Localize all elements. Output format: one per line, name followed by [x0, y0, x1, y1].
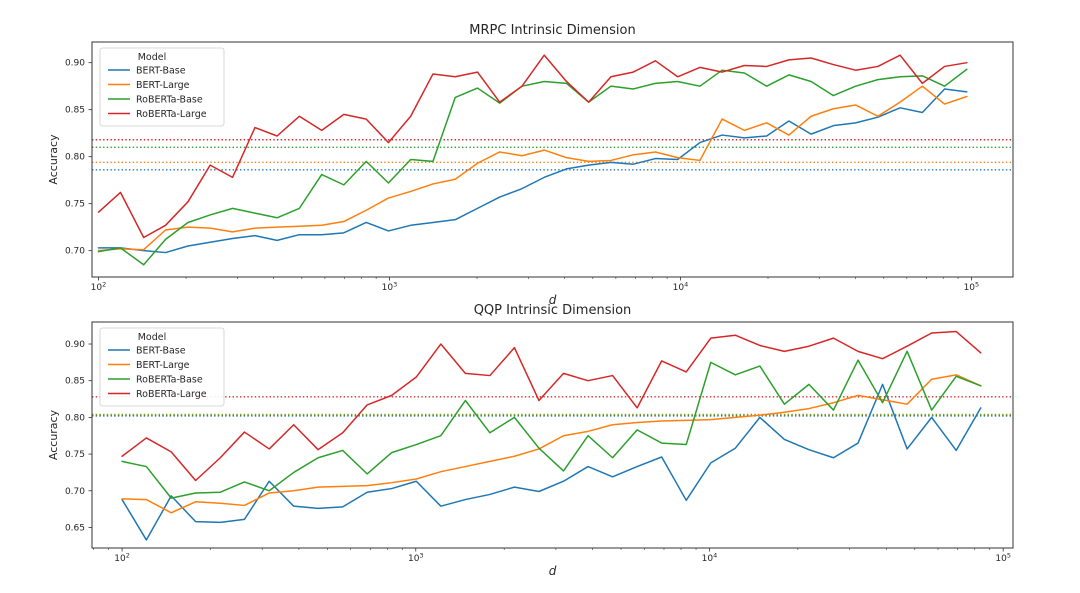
y-tick-label: 0.80	[65, 153, 85, 163]
y-tick-label: 0.70	[65, 487, 85, 497]
y-tick-label: 0.85	[65, 377, 85, 387]
qqp-chart: QQP Intrinsic Dimension Accuracy d 0.65 0.70…	[47, 303, 1014, 578]
x-tick-label: 102	[114, 552, 130, 565]
y-tick-label: 0.65	[65, 523, 85, 533]
x-tick-label: 105	[964, 281, 980, 294]
y-tick-label: 0.80	[65, 413, 85, 423]
qqp-title: QQP Intrinsic Dimension	[474, 303, 632, 318]
mrpc-legend-label-bert-base: BERT-Base	[136, 66, 186, 77]
mrpc-title: MRPC Intrinsic Dimension	[469, 23, 635, 38]
qqp-legend: Model BERT-Base BERT-Large RoBERTa-Base RoBE…	[99, 327, 225, 407]
qqp-x-axis-label: d	[549, 564, 557, 578]
mrpc-series-line-roberta-large	[97, 54, 968, 239]
qqp-legend-title: Model	[138, 332, 167, 343]
qqp-legend-box	[99, 327, 225, 407]
mrpc-legend-label-roberta-large: RoBERTa-Large	[136, 109, 207, 120]
mrpc-legend-label-roberta-base: RoBERTa-Base	[136, 95, 203, 106]
qqp-plot-border	[91, 321, 1014, 549]
mrpc-series-line-bert-large	[97, 85, 968, 252]
x-tick-label: 104	[702, 552, 718, 565]
qqp-legend-label-bert-large: BERT-Large	[136, 360, 190, 371]
x-tick-label: 103	[382, 281, 398, 294]
x-tick-label: 103	[408, 552, 424, 565]
y-tick-label: 0.85	[65, 106, 85, 116]
qqp-legend-label-roberta-large: RoBERTa-Large	[136, 389, 207, 400]
mrpc-legend: Model BERT-Base BERT-Large RoBERTa-Base RoBE…	[99, 47, 225, 127]
y-tick-label: 0.75	[65, 200, 85, 210]
x-tick-label: 102	[91, 281, 107, 294]
mrpc-plot-border	[91, 41, 1014, 278]
y-tick-label: 0.90	[65, 59, 85, 69]
y-tick-label: 0.75	[65, 450, 85, 460]
mrpc-y-axis-label: Accuracy	[47, 134, 60, 185]
qqp-legend-label-roberta-base: RoBERTa-Base	[136, 375, 203, 386]
mrpc-legend-title: Model	[138, 52, 167, 63]
qqp-series-line-bert-base	[121, 383, 982, 541]
qqp-series-line-roberta-base	[121, 350, 982, 499]
x-tick-label: 105	[995, 552, 1011, 565]
mrpc-legend-box	[99, 47, 225, 127]
mrpc-series-line-roberta-base	[97, 68, 968, 266]
x-tick-label: 104	[673, 281, 689, 294]
qqp-series-line-roberta-large	[121, 330, 982, 482]
mrpc-series-line-bert-base	[97, 88, 968, 254]
y-tick-label: 0.70	[65, 247, 85, 257]
mrpc-chart: MRPC Intrinsic Dimension Accuracy d 0.70 0.7…	[47, 23, 1014, 307]
y-tick-label: 0.90	[65, 340, 85, 350]
mrpc-legend-label-bert-large: BERT-Large	[136, 80, 190, 91]
qqp-legend-label-bert-base: BERT-Base	[136, 346, 186, 357]
qqp-series-line-bert-large	[121, 374, 982, 514]
qqp-y-axis-label: Accuracy	[47, 409, 60, 460]
mrpc-x-axis-label: d	[549, 293, 557, 307]
